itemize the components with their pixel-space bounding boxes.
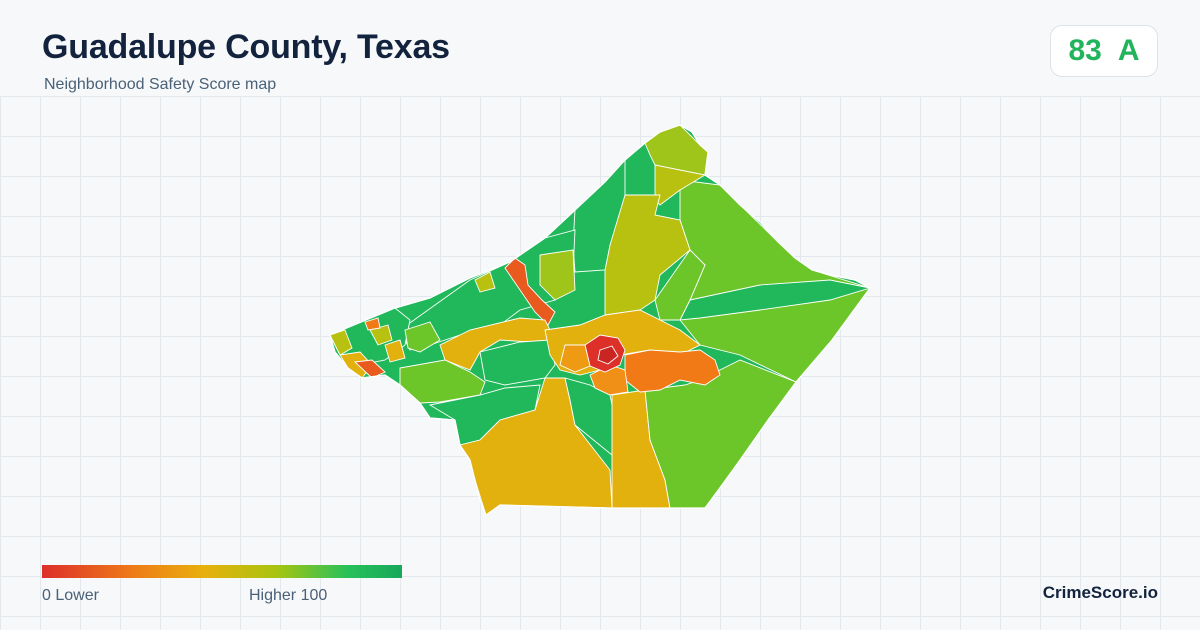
score-grade: A xyxy=(1117,34,1140,67)
tract-red-core-2 xyxy=(597,345,619,365)
brand-logo-text[interactable]: CrimeScore.io xyxy=(1042,583,1158,602)
tract-olive-west xyxy=(539,249,576,301)
tract-west-cluster-6 xyxy=(369,324,393,346)
score-value: 83 xyxy=(1068,34,1102,67)
tract-red-corridor xyxy=(504,257,556,326)
safety-score-badge: 83 A xyxy=(1050,25,1158,77)
county-border xyxy=(329,124,871,516)
legend-min-label: 0 Lower xyxy=(42,587,99,604)
legend-max-label: Higher 100 xyxy=(249,587,328,604)
tract-orange-east xyxy=(624,349,721,393)
page-title: Guadalupe County, Texas xyxy=(42,28,450,66)
tract-west-cluster-8 xyxy=(384,339,406,363)
tract-green-center-west xyxy=(479,339,556,386)
tract-orange-core-ring xyxy=(559,344,591,373)
page-subtitle: Neighborhood Safety Score map xyxy=(44,76,277,93)
tract-west-cluster-9 xyxy=(474,271,496,293)
page-header: Guadalupe County, Texas Neighborhood Saf… xyxy=(0,0,1200,96)
tract-north-olive xyxy=(654,164,707,206)
tract-northeast-band xyxy=(679,279,870,321)
tract-west-cluster-4 xyxy=(353,359,386,379)
tract-west-cluster-2 xyxy=(330,329,353,356)
tract-west-cluster-7 xyxy=(364,317,381,331)
tract-west-cluster-5 xyxy=(404,321,441,353)
legend-color-scale xyxy=(42,565,402,578)
